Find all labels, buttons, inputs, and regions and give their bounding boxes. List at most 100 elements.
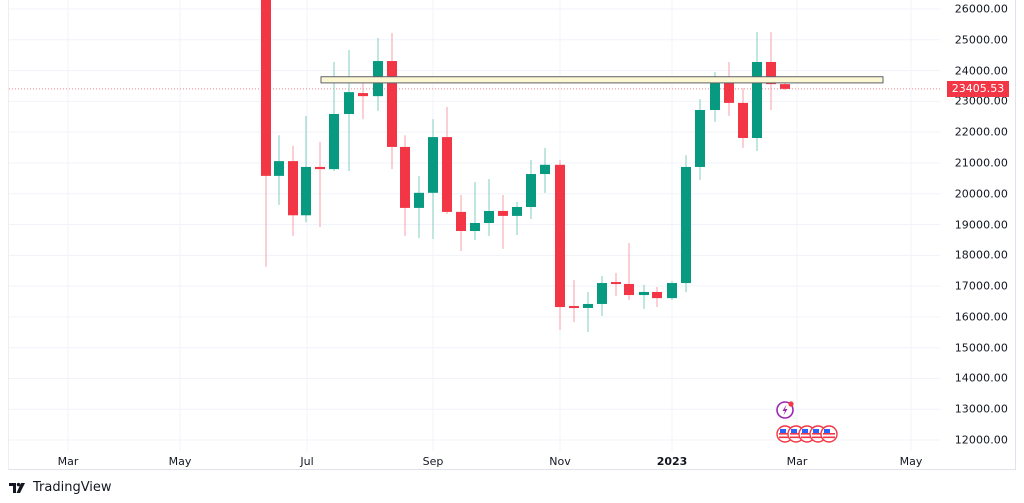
candle-body: [526, 174, 536, 207]
candle-body: [624, 283, 634, 296]
candle-bearish[interactable]: [442, 106, 452, 215]
candle-bearish[interactable]: [358, 81, 368, 120]
candle-body: [681, 166, 691, 284]
candle-bearish[interactable]: [498, 194, 508, 249]
candle-bullish[interactable]: [695, 99, 705, 180]
candle-bearish[interactable]: [555, 160, 565, 331]
candle-body: [344, 92, 354, 114]
candle-bullish[interactable]: [681, 155, 691, 293]
horizontal-zone-rectangle[interactable]: [320, 76, 884, 84]
candle-body: [470, 222, 480, 231]
time-tick-label: Mar: [786, 455, 808, 468]
candle-bearish[interactable]: [387, 33, 397, 170]
price-tick-label: 20000.00: [954, 187, 1008, 201]
candle-body: [569, 306, 579, 309]
candle-body: [639, 291, 649, 296]
candle-bearish[interactable]: [400, 135, 410, 236]
candle-bearish[interactable]: [738, 88, 748, 148]
candle-body: [400, 146, 410, 208]
candle-body: [611, 282, 621, 285]
candle-body: [752, 61, 762, 139]
candle-body: [358, 93, 368, 97]
candle-body: [261, 0, 271, 176]
price-tick-label: 21000.00: [954, 156, 1008, 170]
candle-body: [315, 166, 325, 170]
candle-bullish[interactable]: [274, 135, 284, 205]
candle-body: [456, 211, 466, 231]
price-tick-label: 19000.00: [954, 218, 1008, 232]
candle-bullish[interactable]: [540, 147, 550, 193]
price-tick-label: 12000.00: [954, 433, 1008, 447]
candle-bearish[interactable]: [624, 243, 634, 300]
candle-bullish[interactable]: [344, 49, 354, 171]
time-tick-label: Mar: [57, 455, 79, 468]
price-tick-label: 18000.00: [954, 248, 1008, 262]
price-tick-label: 16000.00: [954, 310, 1008, 324]
lightning-event-icon[interactable]: [776, 401, 794, 419]
time-tick-label: May: [168, 455, 192, 468]
candle-bearish[interactable]: [611, 272, 621, 296]
time-tick-label: May: [899, 455, 923, 468]
time-tick-label: Jul: [300, 455, 314, 468]
candle-body: [329, 113, 339, 170]
candle-bullish[interactable]: [301, 115, 311, 223]
candle-bearish[interactable]: [724, 61, 734, 116]
candle-body: [583, 303, 593, 308]
time-tick-label: Sep: [422, 455, 444, 468]
candle-bearish[interactable]: [261, 0, 271, 267]
price-tick-label: 13000.00: [954, 402, 1008, 416]
candle-bullish[interactable]: [414, 175, 424, 239]
support-resistance-zone[interactable]: [320, 76, 884, 84]
candle-body: [442, 137, 452, 212]
candle-body: [667, 283, 677, 299]
tradingview-brand: TradingView: [33, 480, 112, 495]
tradingview-logo[interactable]: TradingView: [9, 480, 112, 495]
candle-bullish[interactable]: [526, 160, 536, 219]
tradingview-logo-icon: [9, 482, 25, 493]
us-flag-event-icon[interactable]: [820, 425, 838, 443]
price-tick-label: 14000.00: [954, 371, 1008, 385]
candle-body: [484, 210, 494, 223]
time-tick-label: Nov: [549, 455, 571, 468]
chart-pane[interactable]: [8, 0, 1016, 470]
price-tick-label: 24000.00: [954, 64, 1008, 78]
price-tick-label: 17000.00: [954, 279, 1008, 293]
candle-bullish[interactable]: [667, 280, 677, 300]
candle-bullish[interactable]: [512, 202, 522, 235]
candle-bullish[interactable]: [597, 275, 607, 316]
candle-body: [710, 78, 720, 110]
candle-bearish[interactable]: [315, 141, 325, 227]
candle-bearish[interactable]: [766, 32, 776, 110]
candle-body: [428, 137, 438, 193]
time-tick-label: 2023: [656, 455, 688, 468]
candle-body: [301, 166, 311, 216]
candle-bearish[interactable]: [569, 279, 579, 323]
candle-body: [540, 164, 550, 175]
price-tick-label: 23000.00: [954, 94, 1008, 108]
candle-body: [766, 61, 776, 85]
candle-body: [724, 78, 734, 103]
price-tick-label: 25000.00: [954, 33, 1008, 47]
candle-bullish[interactable]: [373, 37, 383, 111]
candle-body: [738, 102, 748, 139]
candle-bullish[interactable]: [639, 284, 649, 309]
price-tick-label: 22000.00: [954, 125, 1008, 139]
candles: [261, 0, 790, 332]
candle-body: [512, 206, 522, 216]
last-price-label: 23405.53: [947, 80, 1009, 97]
candle-bullish[interactable]: [428, 119, 438, 240]
candle-body: [288, 161, 298, 216]
candle-bullish[interactable]: [470, 182, 480, 240]
candle-body: [780, 84, 790, 89]
candle-bullish[interactable]: [484, 178, 494, 236]
candle-bullish[interactable]: [583, 291, 593, 332]
candle-bearish[interactable]: [652, 287, 662, 308]
price-tick-label: 26000.00: [954, 2, 1008, 16]
candle-body: [414, 192, 424, 208]
candle-bullish[interactable]: [752, 32, 762, 151]
candle-bearish[interactable]: [456, 194, 466, 252]
candle-body: [387, 61, 397, 147]
economic-events[interactable]: [775, 400, 855, 451]
candle-bearish[interactable]: [288, 145, 298, 236]
